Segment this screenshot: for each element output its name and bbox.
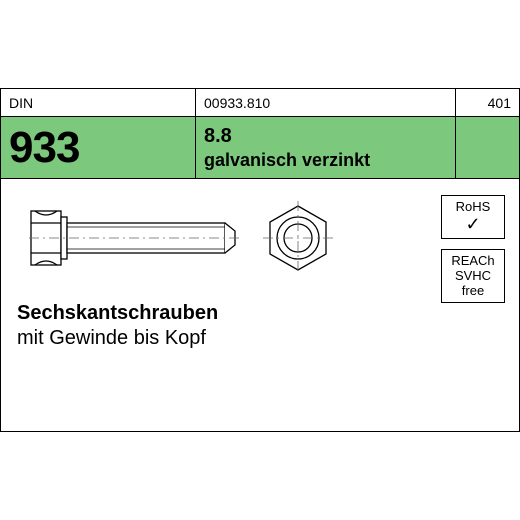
bolt-hex-icon	[263, 201, 333, 275]
product-card: DIN 00933.810 401 933 8.8 galvanisch ver…	[0, 88, 520, 432]
header-rev: 401	[456, 89, 519, 116]
std-label: DIN	[9, 95, 33, 111]
rohs-badge: RoHS ✓	[441, 195, 505, 239]
grade-value: 8.8	[204, 125, 447, 148]
desc-line1: Sechskantschrauben	[17, 301, 503, 326]
reach-badge: REACh SVHC free	[441, 249, 505, 303]
header-code: 00933.810	[196, 89, 456, 116]
title-din-cell: 933	[1, 117, 196, 178]
reach-l2: SVHC	[444, 269, 502, 284]
drawing-area	[29, 201, 503, 275]
reach-l3: free	[444, 284, 502, 299]
rohs-label: RoHS	[444, 200, 502, 215]
code-value: 00933.810	[204, 95, 270, 111]
desc-line2: mit Gewinde bis Kopf	[17, 326, 503, 351]
check-icon: ✓	[444, 215, 502, 233]
header-std: DIN	[1, 89, 196, 116]
bolt-side-icon	[29, 201, 239, 275]
reach-l1: REACh	[444, 254, 502, 269]
card-body: Sechskantschrauben mit Gewinde bis Kopf …	[1, 179, 519, 431]
header-row: DIN 00933.810 401	[1, 89, 519, 117]
finish-value: galvanisch verzinkt	[204, 150, 447, 171]
rev-value: 401	[488, 95, 511, 111]
description: Sechskantschrauben mit Gewinde bis Kopf	[17, 301, 503, 351]
title-empty-cell	[456, 117, 519, 178]
din-number: 933	[9, 123, 79, 173]
title-spec-cell: 8.8 galvanisch verzinkt	[196, 117, 456, 178]
title-row: 933 8.8 galvanisch verzinkt	[1, 117, 519, 179]
